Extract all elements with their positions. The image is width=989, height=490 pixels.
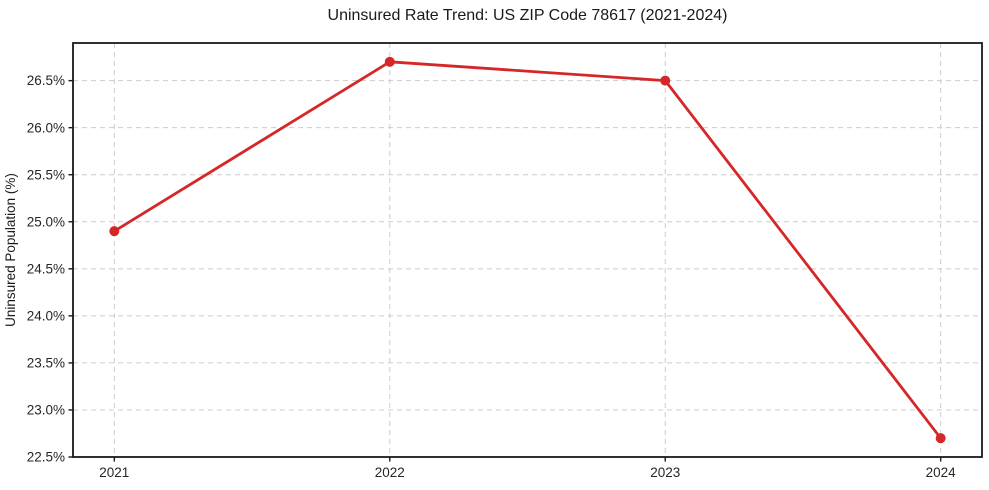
trend-line	[112, 60, 943, 440]
axis-ticks: 22.5% 23.0% 23.5% 24.0% 24.5% 25.0% 25.5% 26.0%…	[27, 73, 956, 480]
plot-frame	[72, 42, 983, 458]
data-series	[109, 56, 946, 444]
y-tick-label: 23.5%	[27, 355, 65, 370]
y-tick-label: 24.0%	[27, 308, 65, 323]
x-tick-label: 2023	[650, 465, 680, 480]
y-tick-label: 25.0%	[27, 214, 65, 229]
y-axis-label: Uninsured Population (%)	[3, 173, 18, 327]
chart-title: Uninsured Rate Trend: US ZIP Code 78617 …	[327, 7, 728, 24]
y-tick-label: 25.5%	[27, 167, 65, 182]
gridlines	[73, 43, 982, 457]
x-tick-label: 2024	[926, 465, 957, 480]
data-point	[109, 226, 120, 237]
data-point	[384, 56, 395, 67]
y-tick-label: 23.0%	[27, 403, 65, 418]
y-tick-label: 26.0%	[27, 120, 65, 135]
y-tick-label: 24.5%	[27, 261, 65, 276]
plot-border	[72, 42, 983, 458]
y-tick-label: 26.5%	[27, 73, 65, 88]
data-point	[660, 75, 671, 86]
x-tick-label: 2022	[375, 465, 405, 480]
y-tick-label: 22.5%	[27, 450, 65, 465]
data-point	[935, 433, 946, 444]
x-tick-label: 2021	[99, 465, 129, 480]
